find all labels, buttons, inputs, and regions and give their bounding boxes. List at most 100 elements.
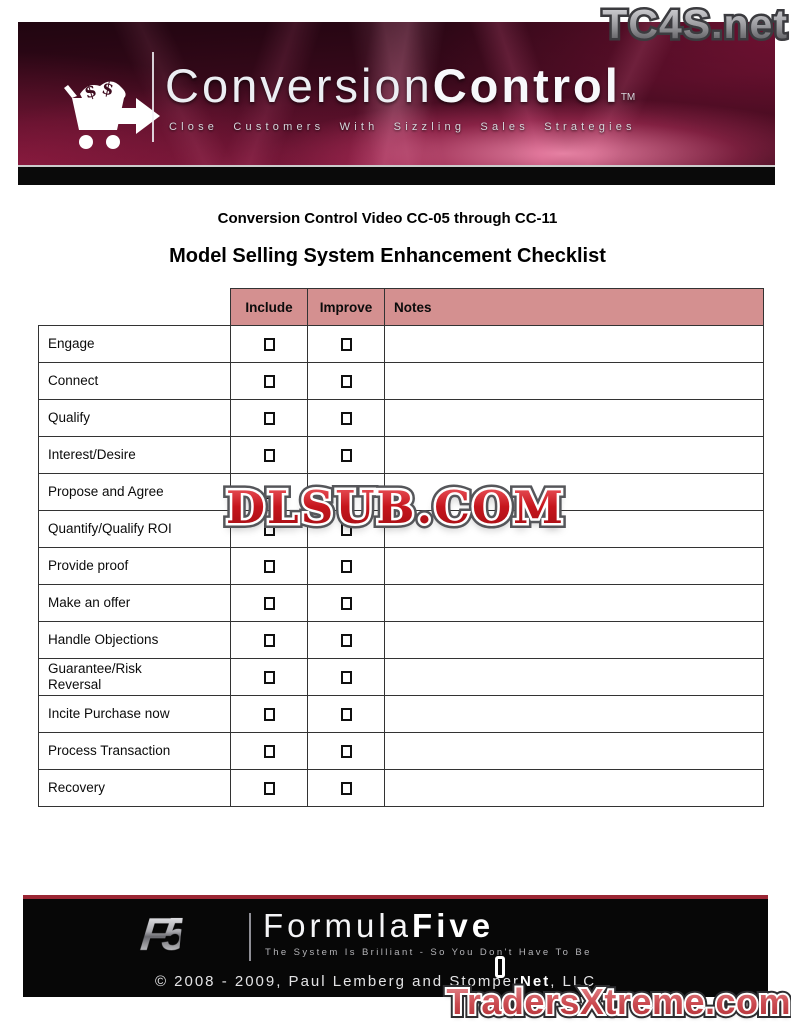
include-cell xyxy=(230,732,308,770)
include-checkbox[interactable] xyxy=(263,708,275,722)
brand-bold: Control xyxy=(432,59,621,112)
checklist-table: Include Improve Notes Engage Connect Qua… xyxy=(38,288,764,807)
footer-brand-bold: Five xyxy=(412,907,495,944)
row-label: Provide proof xyxy=(38,547,231,585)
notes-cell[interactable] xyxy=(384,584,764,622)
improve-checkbox[interactable] xyxy=(340,745,352,759)
row-label: Qualify xyxy=(38,399,231,437)
notes-cell[interactable] xyxy=(384,732,764,770)
notes-cell[interactable] xyxy=(384,658,764,696)
include-checkbox[interactable] xyxy=(263,338,275,352)
dlsub-watermark-stroke: DLSUB.COM xyxy=(224,479,566,537)
page-title: Model Selling System Enhancement Checkli… xyxy=(169,245,606,267)
tc4s-watermark-outline: TC4S.net xyxy=(600,0,790,50)
banner-divider-line xyxy=(18,165,775,167)
row-label: Guarantee/Risk Reversal xyxy=(38,658,231,696)
notes-cell[interactable] xyxy=(384,473,764,511)
improve-checkbox[interactable] xyxy=(340,671,352,685)
include-cell xyxy=(230,436,308,474)
improve-cell xyxy=(307,732,385,770)
include-checkbox[interactable] xyxy=(263,634,275,648)
include-checkbox[interactable] xyxy=(263,560,275,574)
notes-cell[interactable] xyxy=(384,769,764,807)
row-label: Quantify/Qualify ROI xyxy=(38,510,231,548)
improve-checkbox[interactable] xyxy=(340,634,352,648)
tradersxtreme-watermark-stroke: TradersXtreme.com xyxy=(444,979,791,1024)
row-label: Connect xyxy=(38,362,231,400)
include-checkbox[interactable] xyxy=(263,412,275,426)
table-row: Propose and Agree xyxy=(38,473,764,511)
notes-cell[interactable] xyxy=(384,362,764,400)
improve-cell xyxy=(307,584,385,622)
table-header-row: Include Improve Notes xyxy=(39,288,764,326)
tradersxtreme-watermark-text: TradersXtreme.com xyxy=(446,981,791,1022)
improve-checkbox[interactable] xyxy=(340,412,352,426)
table-row: Handle Objections xyxy=(38,621,764,659)
improve-checkbox[interactable] xyxy=(340,486,352,500)
include-checkbox[interactable] xyxy=(263,597,275,611)
include-checkbox[interactable] xyxy=(263,375,275,389)
improve-cell xyxy=(307,547,385,585)
table-row: Recovery xyxy=(38,769,764,807)
table-row: Connect xyxy=(38,362,764,400)
footer-brand-light: Formula xyxy=(263,907,413,944)
improve-checkbox[interactable] xyxy=(340,782,352,796)
table-row: Process Transaction xyxy=(38,732,764,770)
stomper-logo-mark xyxy=(495,956,505,978)
row-label: Recovery xyxy=(38,769,231,807)
improve-checkbox[interactable] xyxy=(340,560,352,574)
include-checkbox[interactable] xyxy=(263,745,275,759)
column-header-improve: Improve xyxy=(307,288,385,326)
copyright-prefix: © 2008 - 2009, Paul Lemberg and Stomper xyxy=(154,973,521,990)
formula-five-footer: F5 FormulaFive The System Is Brilliant -… xyxy=(23,895,768,997)
row-label: Interest/Desire xyxy=(38,436,231,474)
table-row: Provide proof xyxy=(38,547,764,585)
improve-cell xyxy=(307,695,385,733)
dlsub-watermark-text: DLSUB.COM xyxy=(226,481,565,534)
notes-cell[interactable] xyxy=(384,399,764,437)
copyright-bold: Net xyxy=(520,973,550,990)
banner-vertical-separator xyxy=(152,52,154,142)
notes-cell[interactable] xyxy=(384,695,764,733)
include-checkbox[interactable] xyxy=(263,523,275,537)
svg-text:$: $ xyxy=(82,81,99,104)
improve-cell xyxy=(307,399,385,437)
header-blank-cell xyxy=(39,289,231,326)
table-row: Qualify xyxy=(38,399,764,437)
brand-logo-text: ConversionControlTM xyxy=(165,62,635,109)
improve-cell xyxy=(307,658,385,696)
improve-checkbox[interactable] xyxy=(340,708,352,722)
row-label: Make an offer xyxy=(38,584,231,622)
notes-cell[interactable] xyxy=(384,621,764,659)
notes-cell[interactable] xyxy=(384,547,764,585)
improve-cell xyxy=(307,510,385,548)
include-cell xyxy=(230,769,308,807)
dlsub-watermark: DLSUB.COM DLSUB.COM DLSUB.COM xyxy=(221,476,568,539)
tc4s-watermark-text: TC4S.net xyxy=(602,1,788,47)
brand-light: Conversion xyxy=(165,59,433,112)
include-cell xyxy=(230,547,308,585)
row-label: Propose and Agree xyxy=(38,473,231,511)
banner-background xyxy=(18,22,775,165)
row-label: Process Transaction xyxy=(38,732,231,770)
tradersxtreme-watermark: TradersXtreme.com TradersXtreme.com Trad… xyxy=(442,977,791,1024)
improve-cell xyxy=(307,436,385,474)
improve-checkbox[interactable] xyxy=(340,338,352,352)
notes-cell[interactable] xyxy=(384,436,764,474)
improve-cell xyxy=(307,621,385,659)
improve-checkbox[interactable] xyxy=(340,523,352,537)
conversion-control-banner: $ $ ConversionControlTM Close Customers … xyxy=(18,22,775,185)
copyright-line: © 2008 - 2009, Paul Lemberg and StomperN… xyxy=(23,973,728,990)
include-checkbox[interactable] xyxy=(263,486,275,500)
include-checkbox[interactable] xyxy=(263,782,275,796)
include-checkbox[interactable] xyxy=(263,449,275,463)
notes-cell[interactable] xyxy=(384,325,764,363)
improve-checkbox[interactable] xyxy=(340,375,352,389)
table-row: Guarantee/Risk Reversal xyxy=(38,658,764,696)
improve-checkbox[interactable] xyxy=(340,449,352,463)
trademark-mark: TM xyxy=(620,92,636,103)
column-header-include: Include xyxy=(230,288,308,326)
include-checkbox[interactable] xyxy=(263,671,275,685)
improve-checkbox[interactable] xyxy=(340,597,352,611)
